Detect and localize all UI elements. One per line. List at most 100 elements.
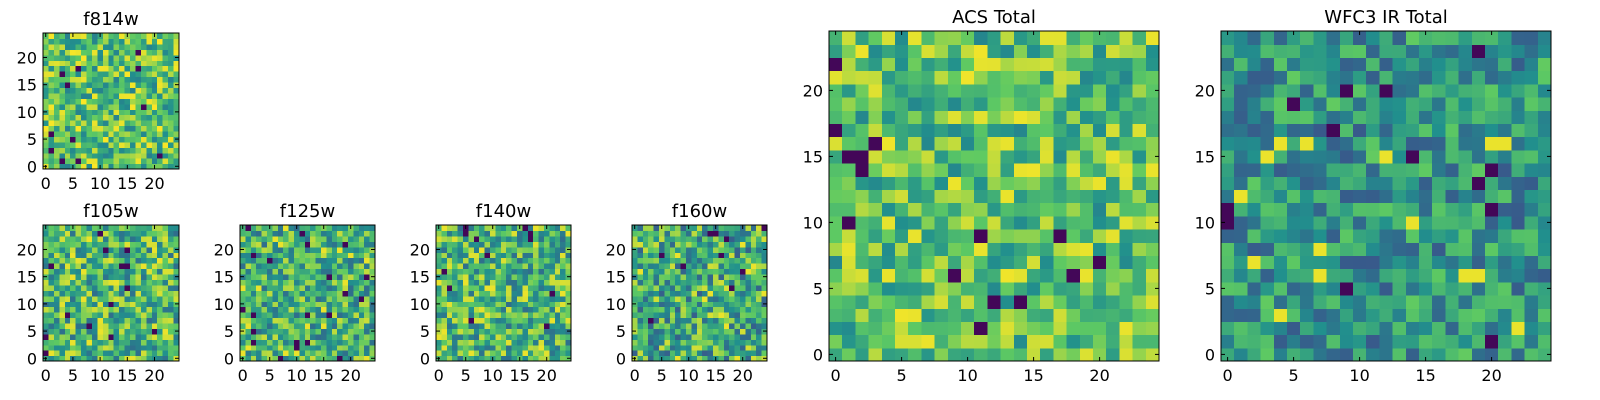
heatmap-cell (500, 350, 507, 357)
heatmap-cell (533, 284, 540, 291)
heatmap-cell (1300, 321, 1314, 336)
heatmap-cell (484, 241, 491, 248)
heatmap-cell (500, 312, 507, 319)
heatmap-cell (842, 189, 856, 204)
x-tick-label: 20 (341, 366, 361, 385)
heatmap-cell (1379, 308, 1394, 322)
heatmap-cell (135, 163, 142, 170)
heatmap-cell (1066, 202, 1081, 217)
heatmap-cell (723, 333, 730, 340)
heatmap-cell (881, 97, 896, 111)
heatmap-cell (53, 38, 60, 45)
heatmap-cell (1300, 202, 1314, 217)
heatmap-cell (718, 333, 725, 340)
heatmap-cell (718, 344, 725, 351)
heatmap-cell (240, 317, 246, 324)
heatmap-cell (43, 147, 50, 154)
heatmap-cell (446, 322, 453, 329)
heatmap-cell (310, 306, 317, 313)
heatmap-cell (691, 241, 698, 248)
heatmap-cell (500, 279, 507, 286)
heatmap-cell (48, 301, 55, 308)
heatmap-cell (102, 120, 109, 127)
heatmap-cell (1392, 70, 1407, 85)
heatmap-cell (173, 241, 180, 248)
heatmap-cell (310, 295, 317, 302)
heatmap-cell (102, 71, 109, 78)
heatmap-cell (565, 344, 572, 351)
heatmap-cell (364, 295, 371, 302)
heatmap-cell (669, 344, 676, 351)
heatmap-cell (272, 279, 279, 286)
heatmap-cell (1053, 176, 1068, 190)
heatmap-cell (669, 268, 676, 275)
heatmap-cell (75, 339, 82, 346)
y-tick-label: 20 (606, 240, 626, 259)
heatmap-cell (53, 225, 60, 232)
heatmap-cell (288, 301, 295, 308)
heatmap-cell (168, 235, 175, 242)
heatmap-cell (517, 246, 523, 253)
heatmap-cell (151, 38, 158, 45)
heatmap-cell (1132, 57, 1147, 72)
heatmap-cell (157, 230, 164, 237)
heatmap-cell (97, 120, 104, 127)
heatmap-cell (70, 60, 77, 67)
heatmap-cell (538, 263, 545, 270)
heatmap-cell (637, 295, 644, 302)
heatmap-cell (473, 268, 480, 275)
heatmap-cell (1066, 70, 1081, 85)
heatmap-cell (261, 295, 268, 302)
heatmap-cell (680, 263, 687, 270)
heatmap-cell (108, 125, 115, 132)
heatmap-cell (240, 312, 246, 319)
heatmap-cell (304, 263, 311, 270)
heatmap-cell (1145, 83, 1160, 98)
heatmap-cell (506, 241, 513, 248)
heatmap-cell (549, 322, 556, 329)
heatmap-cell (81, 158, 88, 165)
heatmap-cell (669, 257, 676, 264)
heatmap-cell (272, 317, 279, 324)
heatmap-cell (124, 273, 131, 280)
heatmap-cell (1079, 308, 1094, 322)
heatmap-cell (1300, 110, 1314, 124)
heatmap-cell (642, 350, 649, 357)
heatmap-cell (718, 257, 725, 264)
heatmap-cell (669, 306, 676, 313)
heatmap-cell (680, 355, 687, 362)
heatmap-cell (157, 225, 164, 232)
heatmap-cell (342, 268, 349, 275)
heatmap-cell (1106, 308, 1120, 322)
heatmap-cell (1511, 189, 1526, 204)
heatmap-cell (1313, 308, 1328, 322)
heatmap-cell (48, 76, 55, 83)
heatmap-cell (745, 295, 752, 302)
heatmap-cell (151, 241, 158, 248)
heatmap-cell (1537, 321, 1552, 336)
heatmap-cell (48, 355, 55, 362)
heatmap-cell (522, 350, 529, 357)
heatmap-cell (140, 317, 147, 324)
heatmap-cell (162, 284, 169, 291)
heatmap-cell (500, 306, 507, 313)
heatmap-cell (267, 290, 273, 297)
heatmap-cell (1247, 268, 1262, 283)
heatmap-cell (135, 141, 142, 148)
heatmap-cell (1471, 110, 1486, 124)
heatmap-cell (1339, 123, 1354, 138)
heatmap-cell (124, 263, 131, 270)
heatmap-cell (146, 284, 153, 291)
heatmap-cell (675, 339, 682, 346)
heatmap-cell (59, 92, 66, 99)
heatmap-cell (245, 312, 252, 319)
heatmap-cell (277, 350, 284, 357)
heatmap-cell (1132, 255, 1147, 270)
heatmap-cell (64, 54, 71, 61)
heatmap-cell (304, 241, 311, 248)
heatmap-cell (740, 290, 746, 297)
heatmap-cell (124, 114, 131, 121)
heatmap-cell (702, 322, 709, 329)
heatmap-cell (707, 322, 714, 329)
heatmap-cell (168, 65, 175, 72)
